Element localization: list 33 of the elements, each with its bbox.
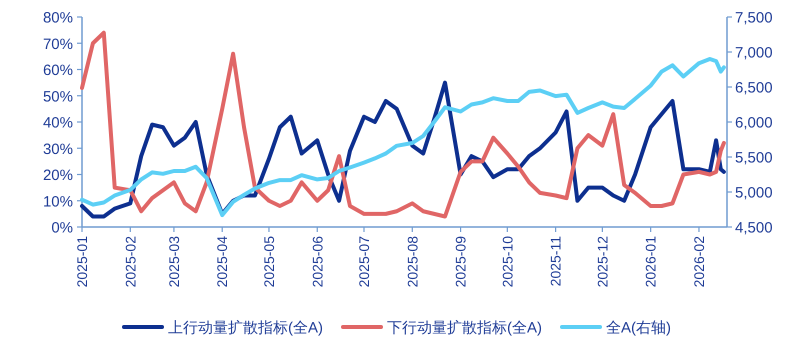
y2-tick-label: 4,500	[735, 220, 773, 236]
x-tick-label: 2025-05	[260, 236, 277, 288]
y-tick-label: 40%	[42, 114, 73, 132]
x-tick-label: 2025-02	[122, 236, 138, 288]
x-tick-label: 2025-07	[356, 236, 372, 288]
x-tick-label: 2025-03	[166, 236, 182, 288]
y-tick-label: 60%	[42, 62, 73, 79]
x-tick-label: 2025-08	[404, 236, 420, 288]
x-tick-label: 2025-10	[499, 236, 516, 288]
y-tick-label: 80%	[42, 10, 73, 26]
y2-tick-label: 7,500	[735, 10, 773, 26]
y2-tick-label: 5,500	[735, 150, 773, 166]
legend-label: 下行动量扩散指标(全A)	[387, 320, 542, 336]
y-tick-label: 0%	[51, 220, 73, 236]
y-tick-label: 20%	[42, 167, 73, 184]
y2-tick-label: 5,000	[735, 184, 773, 202]
x-tick-label: 2025-01	[74, 236, 90, 288]
x-tick-label: 2026-01	[642, 236, 659, 288]
x-tick-label: 2026-02	[690, 236, 707, 288]
x-tick-label: 2025-11	[548, 236, 564, 286]
y-tick-label: 70%	[42, 36, 73, 53]
y-tick-label: 30%	[42, 140, 73, 158]
legend-label: 全A(右轴)	[606, 320, 671, 336]
x-tick-label: 2025-09	[452, 236, 469, 288]
y2-tick-label: 7,000	[735, 44, 773, 62]
x-tick-label: 2025-12	[594, 236, 610, 288]
y-tick-label: 10%	[42, 193, 73, 210]
x-tick-label: 2025-06	[309, 236, 326, 288]
x-tick-label: 2025-04	[214, 236, 230, 288]
legend-label: 上行动量扩散指标(全A)	[168, 320, 323, 336]
y2-tick-label: 6,000	[735, 114, 773, 132]
y2-tick-label: 6,500	[735, 80, 773, 96]
y-tick-label: 50%	[42, 88, 73, 106]
